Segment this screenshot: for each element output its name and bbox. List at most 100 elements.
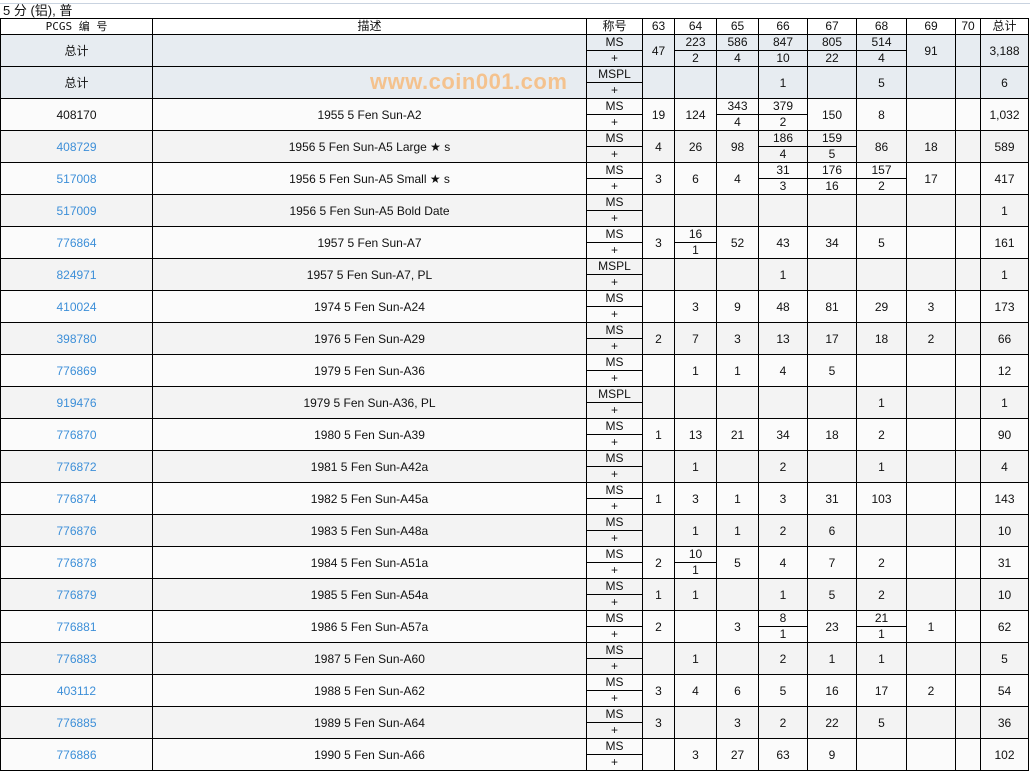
- grade-cell-70: [955, 130, 981, 163]
- grade-cell-68: 5: [856, 706, 907, 739]
- total-row: 总计 MSPL +1 5 6: [0, 66, 1029, 99]
- row-total: 4: [980, 450, 1029, 483]
- designation-cell: MS +: [586, 98, 643, 131]
- grade-cell-69: [906, 66, 956, 99]
- pcgs-number-link[interactable]: 776886: [0, 738, 153, 771]
- grade-cell-67: [807, 450, 857, 483]
- grade-plus-count: 4: [779, 147, 787, 161]
- table-row: 410024 1974 5 Fen Sun-A24 MS +3 9 48 81 29 3 173: [0, 290, 1029, 323]
- grade-cell-67: 18: [807, 418, 857, 451]
- description-cell: 1979 5 Fen Sun-A36, PL: [152, 386, 587, 419]
- grade-count: 176: [808, 164, 856, 179]
- row-total: 417: [980, 162, 1029, 195]
- grade-cell-67: 31: [807, 482, 857, 515]
- grade-cell-65: [716, 450, 759, 483]
- pcgs-number-link[interactable]: 776883: [0, 642, 153, 675]
- pcgs-number-link[interactable]: 776876: [0, 514, 153, 547]
- plus-label: +: [610, 755, 618, 769]
- grade-cell-67: 150: [807, 98, 857, 131]
- designation-label: MS: [587, 420, 642, 435]
- grade-cell-70: [955, 610, 981, 643]
- grade-cell-66: 3: [758, 482, 808, 515]
- grade-cell-69: [906, 642, 956, 675]
- pcgs-number-link[interactable]: 517008: [0, 162, 153, 195]
- description-cell: 1956 5 Fen Sun-A5 Bold Date: [152, 194, 587, 227]
- pcgs-number-link[interactable]: 919476: [0, 386, 153, 419]
- grade-cell-70: [955, 578, 981, 611]
- grade-cell-70: [955, 674, 981, 707]
- pcgs-number-link[interactable]: 403112: [0, 674, 153, 707]
- designation-label: MSPL: [587, 388, 642, 403]
- grade-cell-63: 3: [642, 674, 675, 707]
- grade-cell-67: 5: [807, 354, 857, 387]
- grade-cell-68: 2: [856, 546, 907, 579]
- row-total: 54: [980, 674, 1029, 707]
- pcgs-number-link[interactable]: 776881: [0, 610, 153, 643]
- description-cell: 1957 5 Fen Sun-A7, PL: [152, 258, 587, 291]
- pcgs-number-link[interactable]: 776879: [0, 578, 153, 611]
- designation-cell: MS +: [586, 130, 643, 163]
- grade-cell-66: 2: [758, 706, 808, 739]
- pcgs-number-link[interactable]: 776885: [0, 706, 153, 739]
- pcgs-number-link[interactable]: 776872: [0, 450, 153, 483]
- grade-cell-66: 379 2: [758, 98, 808, 131]
- table-row: 776864 1957 5 Fen Sun-A7 MS +3 16 1 52 43 34 5 161: [0, 226, 1029, 259]
- grade-cell-63: 1: [642, 418, 675, 451]
- grade-cell-68: 157 2: [856, 162, 907, 195]
- grade-cell-67: 176 16: [807, 162, 857, 195]
- grade-plus-count: 2: [692, 51, 699, 65]
- grade-cell-70: [955, 194, 981, 227]
- table-row: 776885 1989 5 Fen Sun-A64 MS +3 3 2 22 5 36: [0, 706, 1029, 739]
- table-row: 403112 1988 5 Fen Sun-A62 MS +3 4 6 5 16 17 2 54: [0, 674, 1029, 707]
- grade-cell-70: [955, 354, 981, 387]
- description-cell: 1956 5 Fen Sun-A5 Large ★ s: [152, 130, 587, 163]
- row-total: 1: [980, 194, 1029, 227]
- pcgs-number-link[interactable]: 776874: [0, 482, 153, 515]
- pcgs-number-link[interactable]: 410024: [0, 290, 153, 323]
- grade-cell-65: [716, 66, 759, 99]
- plus-label: +: [610, 467, 618, 481]
- description-cell: 1956 5 Fen Sun-A5 Small ★ s: [152, 162, 587, 195]
- grade-cell-63: 2: [642, 322, 675, 355]
- row-total: 173: [980, 290, 1029, 323]
- pcgs-number-link[interactable]: 776878: [0, 546, 153, 579]
- grade-cell-63: [642, 258, 675, 291]
- pcgs-number-link[interactable]: 776869: [0, 354, 153, 387]
- pcgs-number-link[interactable]: 398780: [0, 322, 153, 355]
- grade-count: 16: [675, 228, 716, 243]
- table-row: 776876 1983 5 Fen Sun-A48a MS +1 1 2 6 10: [0, 514, 1029, 547]
- grade-cell-69: [906, 98, 956, 131]
- pcgs-number-link[interactable]: 776864: [0, 226, 153, 259]
- grade-cell-69: 17: [906, 162, 956, 195]
- grade-cell-66: 186 4: [758, 130, 808, 163]
- table-row: 776879 1985 5 Fen Sun-A54a MS +1 1 1 5 2 10: [0, 578, 1029, 611]
- grade-cell-69: 2: [906, 674, 956, 707]
- designation-cell: MS +: [586, 514, 643, 547]
- pcgs-number-link[interactable]: 408729: [0, 130, 153, 163]
- pcgs-number-link[interactable]: 517009: [0, 194, 153, 227]
- description-cell: 1986 5 Fen Sun-A57a: [152, 610, 587, 643]
- header-grade-69: 69: [906, 18, 956, 35]
- pcgs-number-link[interactable]: 776870: [0, 418, 153, 451]
- table-row: 517008 1956 5 Fen Sun-A5 Small ★ s MS +3 6 4 3…: [0, 162, 1029, 195]
- grade-cell-64: 1: [674, 354, 717, 387]
- row-total: 5: [980, 642, 1029, 675]
- plus-label: +: [610, 595, 618, 609]
- designation-cell: MSPL +: [586, 386, 643, 419]
- grade-cell-63: [642, 514, 675, 547]
- plus-label: +: [610, 147, 618, 161]
- plus-label: +: [610, 691, 618, 705]
- grade-cell-65: 4: [716, 162, 759, 195]
- grade-plus-count: 4: [734, 115, 741, 129]
- table-row: 776870 1980 5 Fen Sun-A39 MS +1 13 21 34 18 2 90: [0, 418, 1029, 451]
- designation-label: MS: [587, 740, 642, 755]
- table-row: 776883 1987 5 Fen Sun-A60 MS +1 2 1 1 5: [0, 642, 1029, 675]
- grade-cell-63: [642, 354, 675, 387]
- row-total: 31: [980, 546, 1029, 579]
- header-description: 描述: [152, 18, 587, 35]
- row-total: 90: [980, 418, 1029, 451]
- pcgs-number-link[interactable]: 824971: [0, 258, 153, 291]
- grade-cell-64: 3: [674, 290, 717, 323]
- table-row: 517009 1956 5 Fen Sun-A5 Bold Date MS +1: [0, 194, 1029, 227]
- grade-cell-70: [955, 386, 981, 419]
